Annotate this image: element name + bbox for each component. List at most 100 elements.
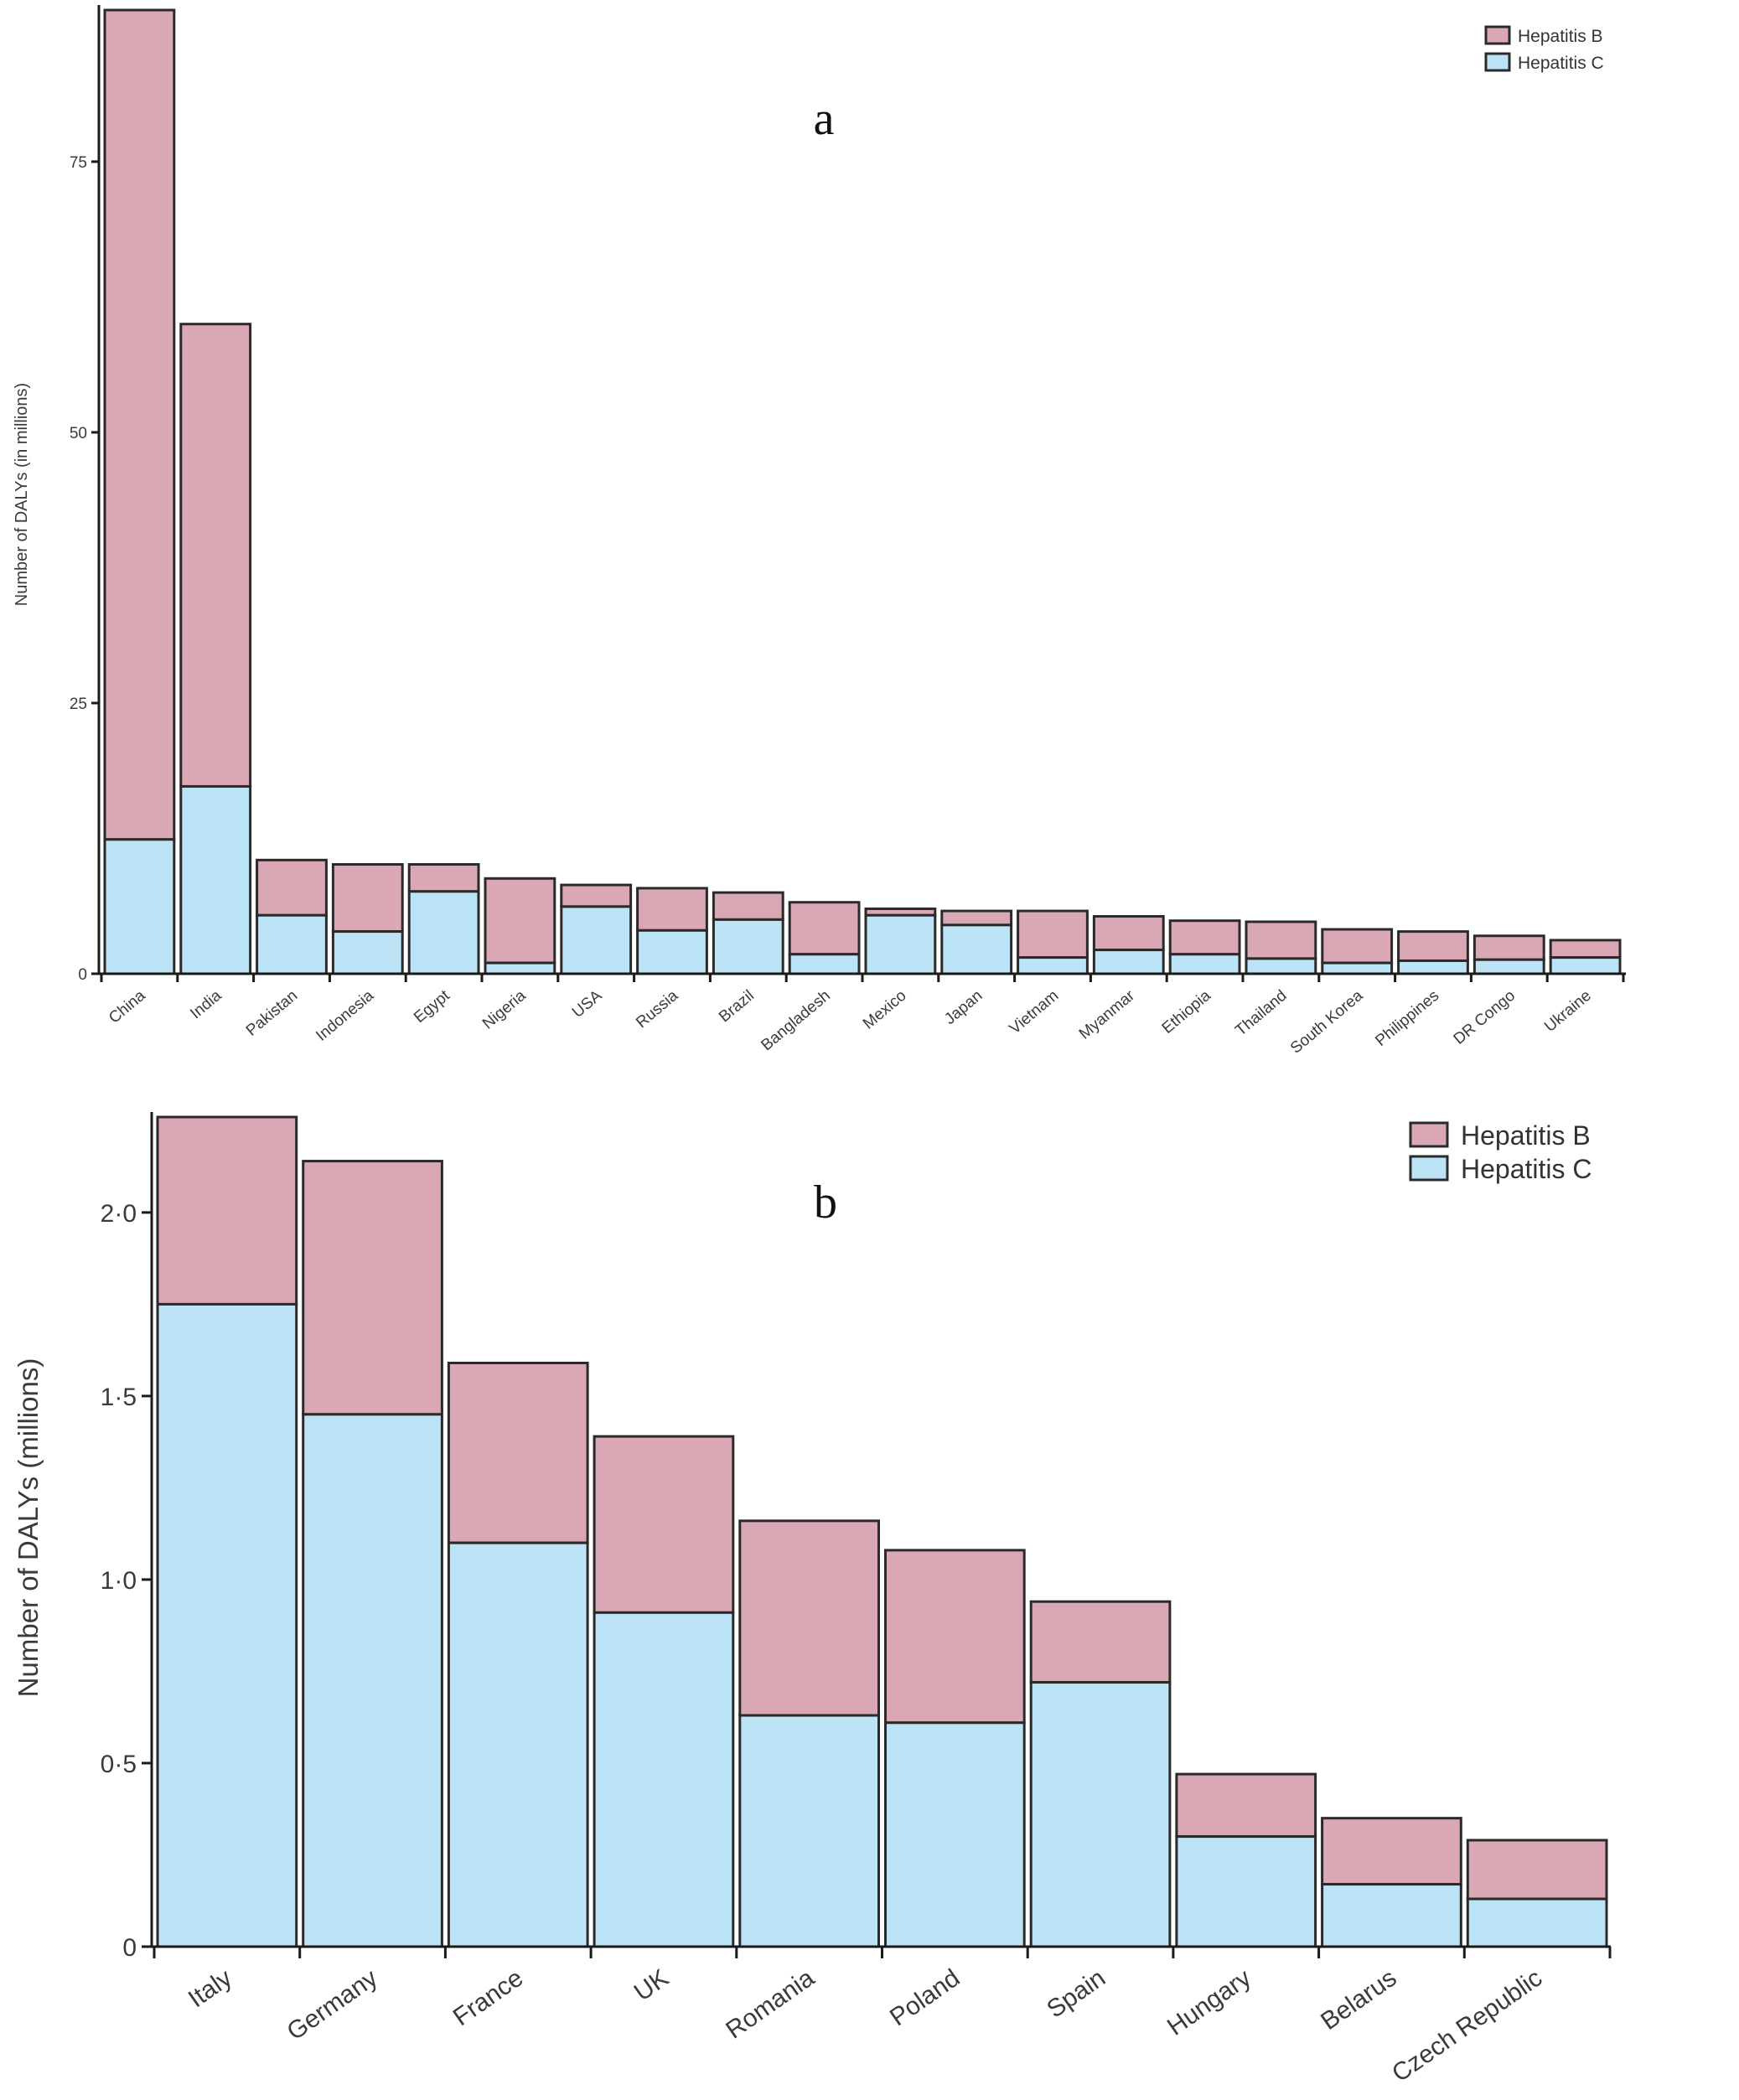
panel-a-x-tick-label-china: China bbox=[106, 986, 149, 1027]
panel-b-bar-czech-republic-hepatitis-b bbox=[1466, 1839, 1608, 1901]
panel-a-bars bbox=[103, 8, 1622, 975]
panel-b-x-tick-label-france: France bbox=[448, 1964, 528, 2032]
panel-a-legend-label-hepatitis-b: Hepatitis B bbox=[1518, 27, 1603, 46]
panel-b-x-tick-label-hungary: Hungary bbox=[1162, 1964, 1256, 2041]
panel-b-y-ticks: 0 0·5 1·0 1·5 2·0 bbox=[101, 1200, 152, 1962]
panel-a-x-tick-label-vietnam: Vietnam bbox=[1007, 987, 1063, 1038]
panel-a-bar-south-korea-hepatitis-b bbox=[1321, 928, 1394, 965]
panel-b-bar-italy-hepatitis-b bbox=[156, 1115, 298, 1306]
panel-a-label: a bbox=[814, 93, 835, 145]
panel-a-x-tick-label-russia: Russia bbox=[633, 986, 681, 1032]
panel-a-bar-philippines-hepatitis-c bbox=[1397, 959, 1469, 975]
panel-b-y-tick-label: 0 bbox=[122, 1934, 137, 1962]
panel-a-y-axis-label: Number of DALYs (in millions) bbox=[13, 383, 31, 606]
panel-a-x-tick-label-usa: USA bbox=[569, 987, 606, 1022]
panel-b-bar-belarus-hepatitis-b bbox=[1321, 1817, 1462, 1886]
panel-a-bar-egypt-hepatitis-c bbox=[407, 890, 480, 975]
panel-b-bar-germany-hepatitis-b bbox=[302, 1160, 443, 1416]
panel-a-x-ticks: China India Pakistan Indonesia Egypt Nigeria U… bbox=[100, 974, 1625, 1058]
panel-a-bar-china-hepatitis-c bbox=[103, 838, 176, 975]
panel-a-bar-usa-hepatitis-b bbox=[560, 883, 633, 908]
panel-a-bar-thailand-hepatitis-b bbox=[1245, 920, 1317, 960]
panel-a-bar-dr-congo-hepatitis-c bbox=[1472, 958, 1545, 975]
panel-a-x-tick-label-japan: Japan bbox=[941, 987, 986, 1028]
panel-a-bar-bangladesh-hepatitis-b bbox=[788, 901, 861, 956]
panel-a-x-tick-label-mexico: Mexico bbox=[860, 987, 910, 1033]
panel-b-bar-spain-hepatitis-c bbox=[1029, 1681, 1172, 1948]
panel-b-bar-czech-republic-hepatitis-c bbox=[1466, 1897, 1608, 1948]
panel-a-y-ticks: 0 25 50 75 bbox=[70, 154, 99, 984]
panel-b-x-tick-label-poland: Poland bbox=[885, 1964, 965, 2032]
panel-a-bar-pakistan-hepatitis-b bbox=[256, 858, 328, 917]
panel-a-x-tick-label-thailand: Thailand bbox=[1232, 987, 1290, 1040]
panel-a-chart: 0 25 50 75 China India Pakistan Indonesia Egypt… bbox=[13, 5, 1626, 1058]
panel-a-bar-thailand-hepatitis-c bbox=[1245, 957, 1317, 975]
panel-a-x-tick-label-dr-congo: DR Congo bbox=[1451, 987, 1519, 1048]
panel-a-bar-vietnam-hepatitis-b bbox=[1017, 909, 1089, 959]
panel-a-bar-india-hepatitis-c bbox=[179, 784, 252, 975]
panel-a-x-tick-label-pakistan: Pakistan bbox=[243, 987, 301, 1040]
panel-b-bars bbox=[156, 1115, 1608, 1948]
panel-b-x-ticks: Italy Germany France UK Romania Poland Spain Hu… bbox=[153, 1947, 1612, 2088]
panel-b-bar-poland-hepatitis-b bbox=[884, 1549, 1026, 1725]
panel-a-bar-nigeria-hepatitis-b bbox=[484, 877, 556, 965]
panel-b-y-axis-label: Number of DALYs (millions) bbox=[13, 1358, 44, 1698]
panel-a-y-tick-label: 75 bbox=[70, 154, 87, 172]
panel-b-bar-romania-hepatitis-c bbox=[738, 1714, 880, 1948]
panel-b-legend-label-hepatitis-c: Hepatitis C bbox=[1461, 1154, 1592, 1184]
panel-a-bar-russia-hepatitis-b bbox=[636, 887, 708, 932]
panel-a-x-tick-label-philippines: Philippines bbox=[1372, 987, 1442, 1050]
panel-b-bar-hungary-hepatitis-b bbox=[1175, 1772, 1317, 1839]
panel-a-bar-myanmar-hepatitis-b bbox=[1092, 915, 1165, 952]
panel-a-bar-ukraine-hepatitis-c bbox=[1549, 956, 1622, 975]
panel-b-legend: Hepatitis B Hepatitis C bbox=[1409, 1120, 1592, 1184]
panel-a-x-tick-label-brazil: Brazil bbox=[716, 987, 758, 1027]
panel-b-bar-uk-hepatitis-c bbox=[593, 1611, 735, 1948]
panel-a-x-tick-label-south-korea: South Korea bbox=[1287, 986, 1367, 1057]
panel-a-x-tick-label-india: India bbox=[187, 986, 225, 1022]
panel-a-bar-south-korea-hepatitis-c bbox=[1321, 961, 1394, 975]
panel-b-bar-belarus-hepatitis-c bbox=[1321, 1883, 1462, 1948]
panel-a-bar-pakistan-hepatitis-c bbox=[256, 913, 328, 975]
panel-b-y-tick-label: 0·5 bbox=[101, 1751, 137, 1778]
panel-a-bar-indonesia-hepatitis-c bbox=[331, 930, 404, 975]
panel-a-bar-indonesia-hepatitis-b bbox=[331, 862, 404, 934]
panel-a-axes bbox=[97, 5, 1626, 975]
panel-a-x-tick-label-ethiopia: Ethiopia bbox=[1159, 986, 1214, 1037]
panel-b-legend-label-hepatitis-b: Hepatitis B bbox=[1461, 1120, 1591, 1151]
panel-b-y-tick-label: 1·0 bbox=[101, 1567, 137, 1595]
panel-a-y-tick-label: 0 bbox=[78, 966, 87, 984]
panel-a-bar-egypt-hepatitis-b bbox=[407, 862, 480, 893]
panel-a-bar-china-hepatitis-b bbox=[103, 8, 176, 841]
panel-b-x-tick-label-italy: Italy bbox=[184, 1964, 237, 2014]
panel-b-bar-france-hepatitis-c bbox=[447, 1541, 589, 1948]
panel-b-bar-uk-hepatitis-b bbox=[593, 1435, 735, 1614]
panel-a-x-tick-label-egypt: Egypt bbox=[411, 986, 453, 1027]
panel-a-bar-japan-hepatitis-c bbox=[940, 923, 1013, 975]
panel-b-label: b bbox=[814, 1177, 837, 1228]
panel-a-bar-brazil-hepatitis-b bbox=[712, 891, 784, 921]
panel-b-legend-swatch-hepatitis-c bbox=[1409, 1155, 1449, 1182]
panel-a-bar-dr-congo-hepatitis-b bbox=[1472, 934, 1545, 961]
panel-a-bar-philippines-hepatitis-b bbox=[1397, 930, 1469, 962]
panel-b-bar-germany-hepatitis-c bbox=[302, 1413, 443, 1948]
panel-a-x-tick-label-ukraine: Ukraine bbox=[1541, 987, 1595, 1036]
panel-b-bar-romania-hepatitis-b bbox=[738, 1519, 880, 1717]
panel-a-x-tick-label-myanmar: Myanmar bbox=[1076, 986, 1139, 1042]
panel-a-x-tick-label-indonesia: Indonesia bbox=[313, 986, 377, 1044]
panel-a-bar-bangladesh-hepatitis-c bbox=[788, 953, 861, 975]
panel-a-bar-ukraine-hepatitis-b bbox=[1549, 939, 1622, 959]
panel-b-bar-italy-hepatitis-c bbox=[156, 1302, 298, 1948]
panel-b-x-tick-label-romania: Romania bbox=[721, 1964, 820, 2045]
panel-b-x-tick-label-czech-republic: Czech Republic bbox=[1387, 1964, 1547, 2088]
panel-a-bar-ethiopia-hepatitis-c bbox=[1168, 953, 1241, 975]
panel-b-y-tick-label: 2·0 bbox=[101, 1200, 137, 1228]
panel-a-legend-swatch-hepatitis-b bbox=[1484, 25, 1511, 45]
panel-b-y-tick-label: 1·5 bbox=[101, 1384, 137, 1411]
panel-b-x-tick-label-spain: Spain bbox=[1042, 1964, 1110, 2024]
panel-a-x-tick-label-nigeria: Nigeria bbox=[479, 986, 530, 1032]
panel-a-legend: Hepatitis B Hepatitis C bbox=[1484, 25, 1604, 73]
panel-a-y-tick-label: 25 bbox=[70, 696, 87, 713]
panel-a-legend-swatch-hepatitis-c bbox=[1484, 52, 1511, 72]
